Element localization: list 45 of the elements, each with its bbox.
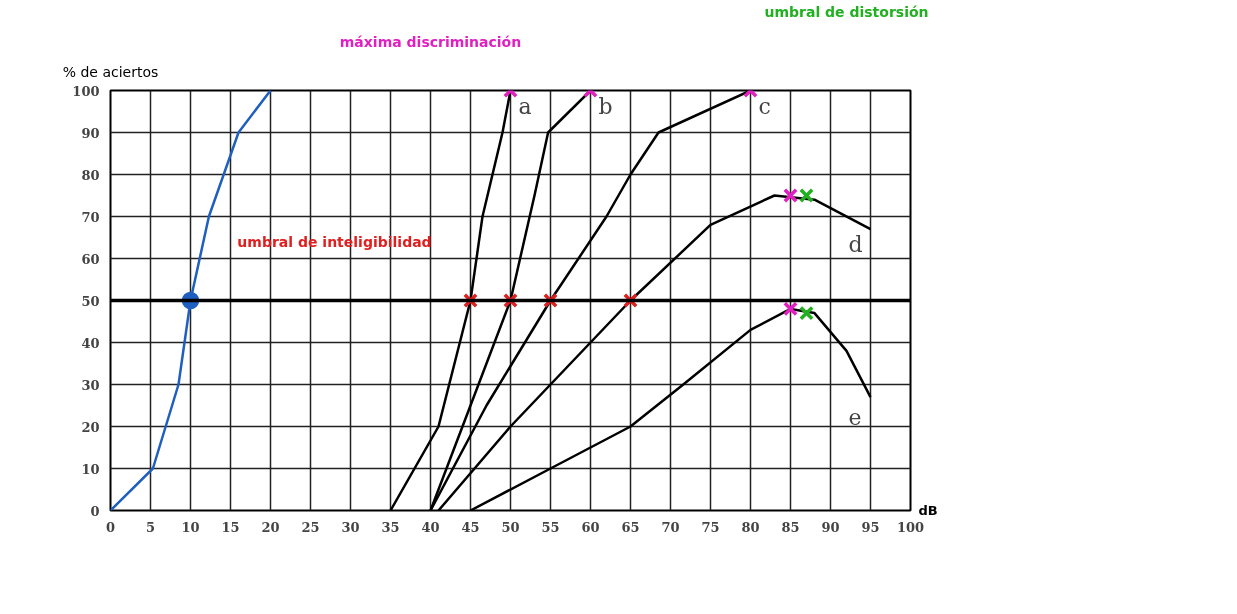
- x-axis-title: dB: [918, 503, 938, 518]
- y-tick-label: 90: [81, 125, 100, 141]
- y-tick-label: 50: [81, 293, 100, 309]
- x-tick-label: 5: [145, 519, 156, 535]
- text: máxima discriminación: [339, 33, 522, 50]
- y-tick-label: 100: [72, 83, 100, 99]
- y-tick-label: 10: [81, 461, 100, 477]
- x-tick-label: 85: [781, 519, 800, 535]
- y-tick-label: 70: [81, 209, 100, 225]
- y-tick-label: 0: [90, 503, 100, 519]
- x-tick-label: 100: [896, 519, 925, 535]
- x-tick-label: 30: [341, 519, 360, 535]
- text: umbral de distorsión: [764, 3, 929, 20]
- y-tick-label: 30: [81, 377, 100, 393]
- x-tick-label: 55: [541, 519, 560, 535]
- y-axis-title: % de aciertos: [62, 63, 159, 80]
- x-tick-label: 65: [621, 519, 640, 535]
- y-tick-label: 40: [81, 335, 100, 351]
- x-tick-label: 10: [181, 519, 200, 535]
- series-label: d: [848, 232, 863, 258]
- point: [783, 188, 798, 203]
- y-tick-label: 80: [81, 167, 100, 183]
- y-tick-label: 60: [81, 251, 100, 267]
- x-tick-label: 45: [461, 519, 480, 535]
- series-label: c: [758, 93, 771, 119]
- series-label: e: [848, 405, 862, 431]
- x-tick-label: 80: [741, 519, 760, 535]
- series-label: b: [598, 93, 613, 119]
- x-tick-label: 40: [421, 519, 440, 535]
- point: [799, 305, 814, 321]
- x-tick-label: 50: [501, 519, 520, 535]
- x-tick-label: 90: [821, 519, 840, 535]
- x-tick-label: 75: [701, 519, 720, 535]
- x-tick-label: 0: [105, 519, 116, 535]
- point: [799, 188, 814, 203]
- y-tick-label: 20: [81, 419, 100, 435]
- x-tick-label: 60: [581, 519, 600, 535]
- x-tick-label: 95: [861, 519, 880, 535]
- point: [783, 301, 798, 317]
- x-tick-label: 20: [261, 519, 280, 535]
- x-tick-label: 25: [301, 519, 320, 535]
- x-tick-label: 15: [221, 519, 240, 535]
- x-tick-label: 35: [381, 519, 400, 535]
- series-label: a: [518, 93, 532, 119]
- x-tick-label: 70: [661, 519, 680, 535]
